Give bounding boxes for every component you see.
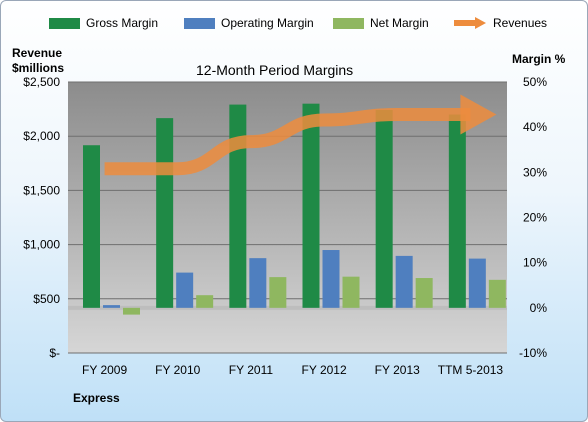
x-tick-label: FY 2012 — [302, 363, 347, 377]
bar-operating-margin — [176, 272, 194, 308]
bar-net-margin — [415, 278, 433, 308]
chart-title: 12-Month Period Margins — [196, 62, 354, 78]
x-tick-label: FY 2009 — [82, 363, 127, 377]
legend-label-operating: Operating Margin — [221, 16, 314, 30]
left-tick-label: $2,000 — [23, 129, 60, 143]
x-tick-label: FY 2010 — [155, 363, 200, 377]
right-tick-label: 30% — [523, 165, 547, 179]
company-label: Express — [73, 391, 120, 405]
x-tick-label: FY 2011 — [229, 363, 274, 377]
legend-gross-margin: Gross Margin — [49, 16, 158, 30]
left-tick-label: $1,000 — [23, 238, 60, 252]
right-tick-label: 40% — [523, 120, 547, 134]
bar-operating-margin — [249, 258, 267, 308]
right-tick-label: 0% — [530, 301, 548, 315]
bar-gross-margin — [448, 114, 466, 308]
bar-net-margin — [123, 307, 140, 315]
legend-swatch-revenues — [454, 17, 486, 29]
bar-operating-margin — [322, 250, 340, 308]
x-tick-label: TTM 5-2013 — [438, 363, 504, 377]
left-axis-title-line2: $millions — [12, 61, 65, 75]
left-axis-title-line1: Revenue — [12, 46, 63, 60]
right-tick-label: -10% — [519, 346, 547, 360]
bar-net-margin — [269, 277, 287, 308]
bar-gross-margin — [302, 103, 320, 308]
bar-net-margin — [488, 279, 506, 308]
legend-operating-margin: Operating Margin — [184, 16, 314, 30]
legend-swatch-operating — [184, 17, 215, 29]
bar-operating-margin — [395, 255, 413, 308]
left-tick-label: $500 — [33, 292, 60, 306]
series-line-revenues — [104, 108, 471, 176]
bar-net-margin — [342, 276, 360, 308]
bar-operating-margin — [468, 258, 486, 308]
right-tick-label: 50% — [523, 75, 547, 89]
right-tick-label: 20% — [523, 211, 547, 225]
legend-net-margin: Net Margin — [333, 16, 429, 30]
left-tick-label: $1,500 — [23, 183, 60, 197]
bar-operating-margin — [103, 305, 120, 308]
bar-gross-margin — [83, 145, 100, 308]
legend-swatch-net — [333, 17, 364, 29]
bar-net-margin — [196, 295, 214, 308]
left-tick-label: $- — [49, 346, 60, 360]
bar-gross-margin — [229, 104, 247, 308]
legend-revenues: Revenues — [453, 16, 547, 30]
revenues-arrowhead — [460, 94, 497, 135]
legend-label-net: Net Margin — [370, 16, 429, 30]
right-tick-label: 10% — [523, 256, 547, 270]
left-tick-label: $2,500 — [23, 75, 60, 89]
x-tick-label: FY 2013 — [375, 363, 420, 377]
right-axis-title: Margin % — [512, 52, 566, 66]
legend-swatch-gross — [49, 17, 80, 29]
legend-label-revenues: Revenues — [493, 16, 548, 30]
zero-baseline — [68, 305, 507, 310]
legend-label-gross: Gross Margin — [86, 16, 159, 30]
bar-gross-margin — [375, 110, 393, 308]
bar-gross-margin — [156, 118, 174, 308]
